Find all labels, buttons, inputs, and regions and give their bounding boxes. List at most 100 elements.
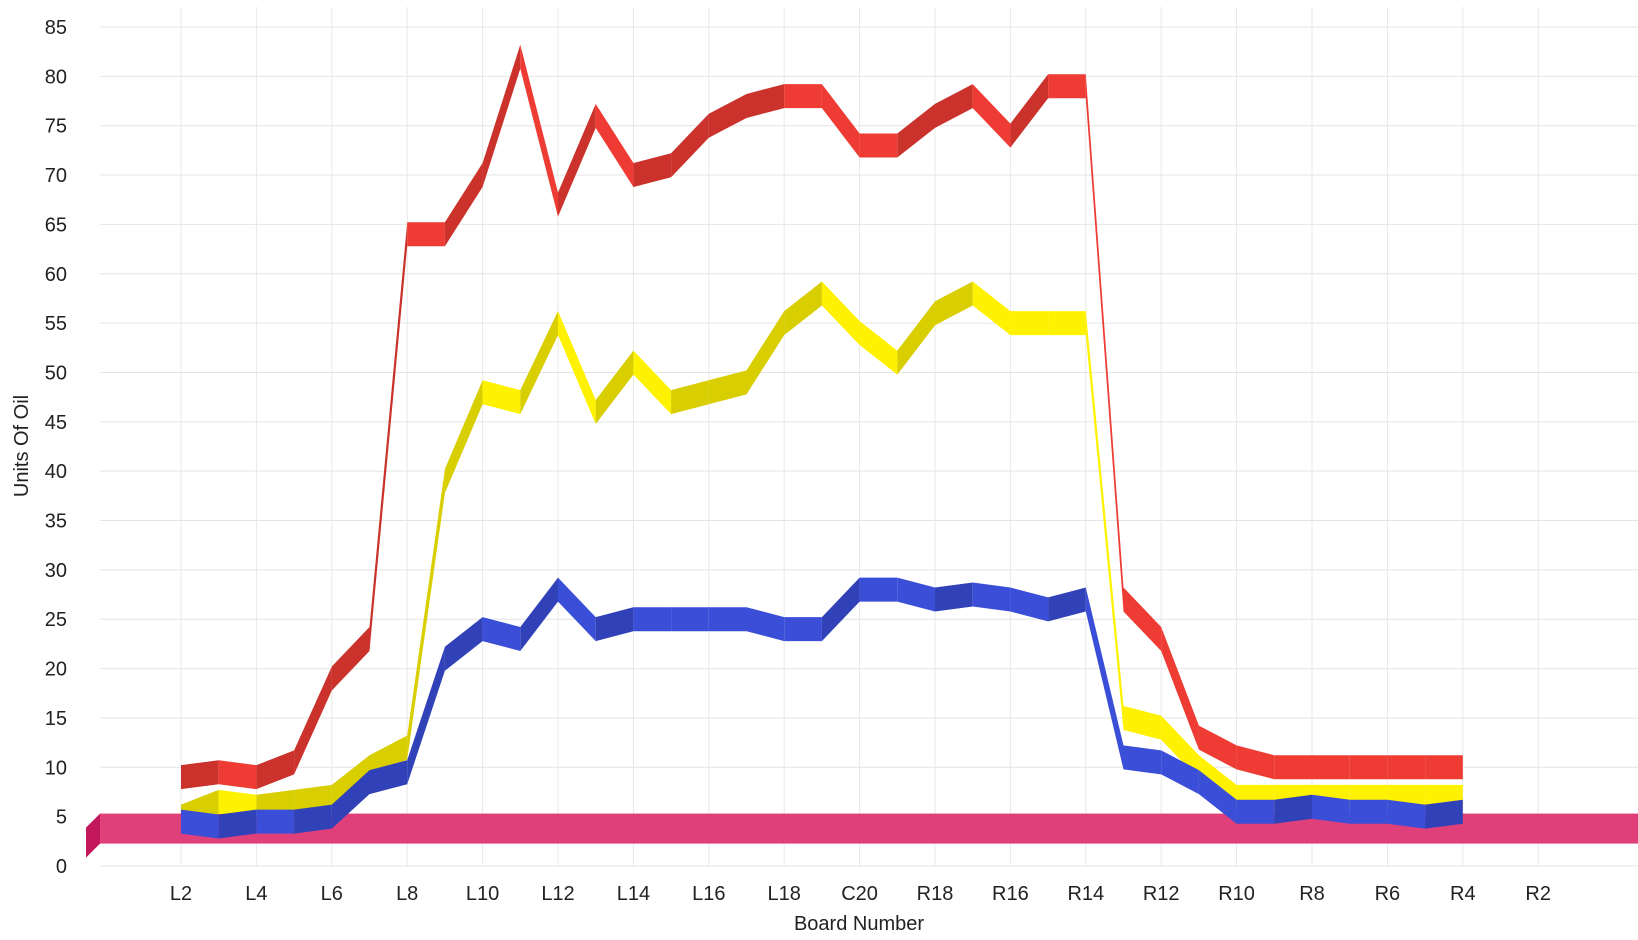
series-2-segment (1010, 311, 1049, 336)
y-tick-label: 30 (45, 560, 67, 582)
x-tick-label: L12 (541, 883, 574, 905)
series-2-segment (708, 370, 747, 405)
x-axis-title: Board Number (794, 913, 924, 935)
series-3-segment (1123, 745, 1162, 775)
series-3-segment (1010, 587, 1049, 622)
series-1-segment (181, 760, 219, 790)
series-1-segment (671, 113, 709, 178)
y-tick-label: 35 (45, 511, 67, 533)
series-2-segment (1048, 311, 1086, 336)
series-3-segment (935, 582, 973, 612)
series-3-segment (1312, 794, 1350, 824)
series-lines (181, 44, 1463, 839)
series-1-segment (1161, 626, 1199, 750)
y-tick-label: 0 (56, 856, 67, 878)
series-2-segment (407, 469, 445, 760)
series-3-segment (444, 617, 483, 671)
series-3-segment (1085, 587, 1124, 770)
series-3-segment (482, 617, 521, 651)
series-1-segment (859, 133, 898, 158)
x-tick-label: C20 (841, 883, 878, 905)
series-3-segment (181, 809, 219, 839)
series-3-segment (1274, 794, 1312, 824)
series-2-segment (520, 311, 558, 415)
x-tick-label: R12 (1143, 883, 1180, 905)
series-2-segment (558, 311, 596, 424)
series-2-segment (1123, 705, 1162, 740)
series-2-segment (821, 281, 860, 345)
series-3-segment (972, 582, 1011, 612)
series-1-segment (746, 84, 785, 118)
x-tick-label: L2 (170, 883, 192, 905)
series-2-segment (746, 311, 785, 395)
series-3-segment (369, 760, 408, 795)
series-1-segment (294, 666, 332, 775)
x-tick-label: L10 (466, 883, 499, 905)
series-1-segment (1198, 725, 1237, 770)
x-tick-label: R4 (1450, 883, 1476, 905)
series-3-segment (1387, 799, 1426, 829)
series-3-segment (859, 577, 898, 602)
series-1-segment (558, 103, 596, 217)
series-2-segment (482, 380, 521, 415)
series-2-segment (859, 320, 898, 375)
series-1-segment (897, 103, 935, 158)
x-tick-label: R2 (1525, 883, 1551, 905)
series-3-segment (294, 804, 332, 834)
series-3-segment (1425, 799, 1463, 829)
series-2-segment (935, 281, 973, 326)
y-axis-title: Units Of Oil (11, 395, 33, 497)
series-3-segment (1349, 799, 1388, 824)
series-2-segment (972, 281, 1011, 336)
x-tick-label: R14 (1067, 883, 1104, 905)
y-tick-label: 15 (45, 708, 67, 730)
series-1-segment (1123, 587, 1162, 651)
series-1-segment (1425, 755, 1463, 780)
y-tick-label: 80 (45, 66, 67, 88)
series-2-segment (595, 350, 634, 424)
y-tick-label: 50 (45, 362, 67, 384)
y-tick-label: 85 (45, 17, 67, 39)
series-3-segment (746, 607, 785, 642)
y-tick-label: 70 (45, 165, 67, 187)
gridlines (100, 7, 1638, 867)
series-2-segment (1085, 311, 1124, 730)
x-tick-label: L16 (692, 883, 725, 905)
series-1-segment (256, 750, 295, 790)
y-tick-label: 10 (45, 757, 67, 779)
series-1-segment (520, 44, 558, 217)
series-1-segment (407, 222, 445, 247)
series-2-segment (444, 380, 483, 494)
series-3-segment (1048, 587, 1086, 622)
series-3-segment (897, 577, 935, 612)
series-1-segment (1085, 74, 1124, 612)
series-1-segment (331, 626, 370, 691)
series-3-segment (784, 617, 822, 642)
series-1-segment (444, 163, 483, 247)
x-tick-label: L18 (768, 883, 801, 905)
series-3-segment (595, 607, 634, 642)
y-tick-label: 40 (45, 461, 67, 483)
x-tick-label: R10 (1218, 883, 1255, 905)
series-3-segment (1236, 799, 1275, 824)
y-axis: 0 5 10 15 20 25 30 35 40 45 50 55 60 65 70 75 80 85 (45, 17, 67, 878)
series-2-segment (671, 380, 709, 415)
series-3-segment (331, 770, 370, 829)
series-3-segment (671, 607, 709, 632)
series-1-segment (482, 44, 521, 188)
series-1-segment (218, 760, 257, 790)
series-3-segment (520, 577, 558, 651)
series-2-segment (897, 301, 935, 375)
y-tick-label: 20 (45, 659, 67, 681)
series-1-segment (784, 84, 822, 109)
series-2-segment (784, 281, 822, 336)
series-1-segment (595, 103, 634, 188)
series-3-segment (1198, 770, 1237, 824)
series-3-segment (558, 577, 596, 642)
series-3-segment (708, 607, 747, 632)
x-tick-label: L8 (396, 883, 418, 905)
series-2-segment (331, 755, 370, 809)
y-tick-label: 55 (45, 313, 67, 335)
